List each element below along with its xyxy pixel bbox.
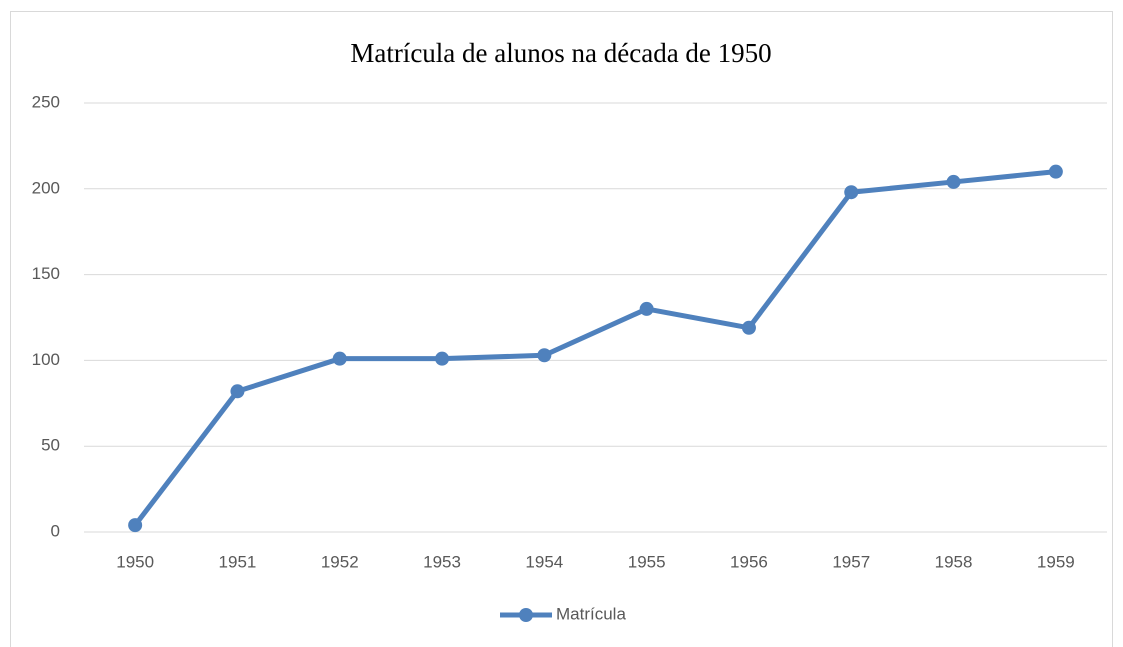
y-tick-label: 50	[41, 436, 60, 455]
x-tick-label: 1956	[730, 552, 768, 571]
x-tick-label: 1952	[321, 552, 359, 571]
marker	[128, 518, 143, 533]
x-tick-label: 1950	[116, 552, 154, 571]
x-tick-label: 1951	[219, 552, 257, 571]
x-tick-label: 1955	[628, 552, 666, 571]
marker	[435, 351, 450, 366]
x-tick-label: 1959	[1037, 552, 1075, 571]
legend-marker	[519, 608, 533, 622]
marker	[741, 320, 756, 335]
y-tick-label: 0	[51, 521, 60, 540]
y-tick-label: 250	[32, 92, 60, 111]
line	[132, 169, 1059, 528]
y-tick-label: 200	[32, 178, 60, 197]
x-tick-label: 1957	[832, 552, 870, 571]
marker	[639, 301, 654, 316]
chart-title: Matrícula de alunos na década de 1950	[350, 38, 771, 68]
chart-border	[10, 11, 1113, 647]
legend-label: Matrícula	[556, 604, 626, 623]
marker	[537, 348, 552, 363]
marker	[1048, 164, 1063, 179]
x-tick-label: 1953	[423, 552, 461, 571]
marker	[230, 384, 245, 399]
marker	[332, 351, 347, 366]
marker	[844, 185, 859, 200]
y-tick-label: 100	[32, 350, 60, 369]
x-tick-label: 1954	[525, 552, 563, 571]
marker	[946, 174, 961, 189]
x-tick-label: 1958	[935, 552, 973, 571]
y-tick-label: 150	[32, 264, 60, 283]
